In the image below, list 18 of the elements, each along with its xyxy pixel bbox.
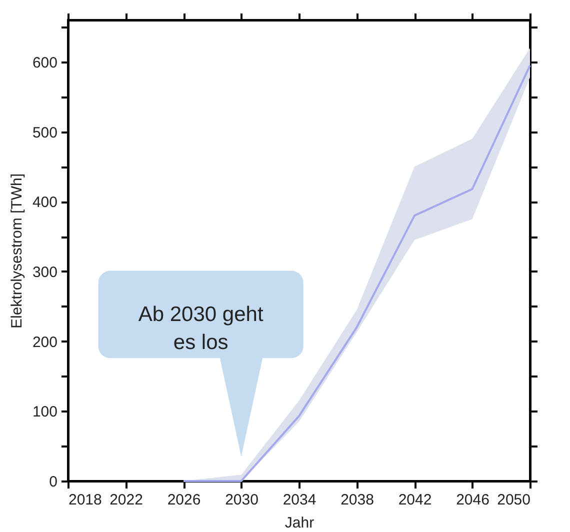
y-tick-label: 600: [32, 54, 58, 72]
y-tick-label: 300: [32, 264, 58, 281]
x-tick-label: 2030: [225, 492, 258, 508]
y-tick-label: 100: [32, 404, 58, 421]
x-tick-label: 2034: [282, 492, 316, 508]
x-tick-label: 2050: [497, 492, 530, 508]
y-tick-label: 500: [32, 124, 58, 142]
y-tick-label: 400: [32, 194, 58, 212]
x-tick-label: 2042: [398, 492, 432, 508]
y-tick-label: 0: [49, 474, 58, 490]
y-axis-title: Elektrolysestrom [TWh]: [8, 173, 26, 329]
x-tick-label: 2022: [110, 492, 143, 508]
x-axis-title: Jahr: [284, 514, 314, 532]
x-tick-label: 2038: [340, 492, 374, 508]
x-tick-label: 2046: [456, 492, 490, 508]
y-tick-label: 200: [32, 334, 58, 351]
x-tick-label: 2018: [68, 492, 102, 508]
x-tick-label: 2026: [167, 492, 201, 508]
